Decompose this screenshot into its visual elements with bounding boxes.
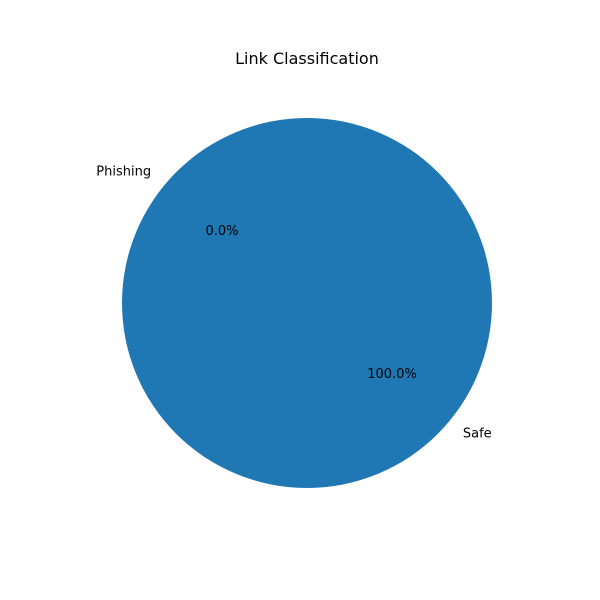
pie-slice-safe xyxy=(122,118,492,488)
pie-labels: Phishing 0.0% Safe 100.0% xyxy=(96,165,491,442)
pie-slices xyxy=(122,118,492,488)
pie-label-safe: Safe xyxy=(463,426,492,441)
chart-title: Link Classification xyxy=(235,49,379,68)
pie-label-phishing: Phishing xyxy=(96,165,151,180)
pie-percent-label-phishing: 0.0% xyxy=(205,224,238,239)
pie-percent-label-safe: 100.0% xyxy=(367,367,417,382)
